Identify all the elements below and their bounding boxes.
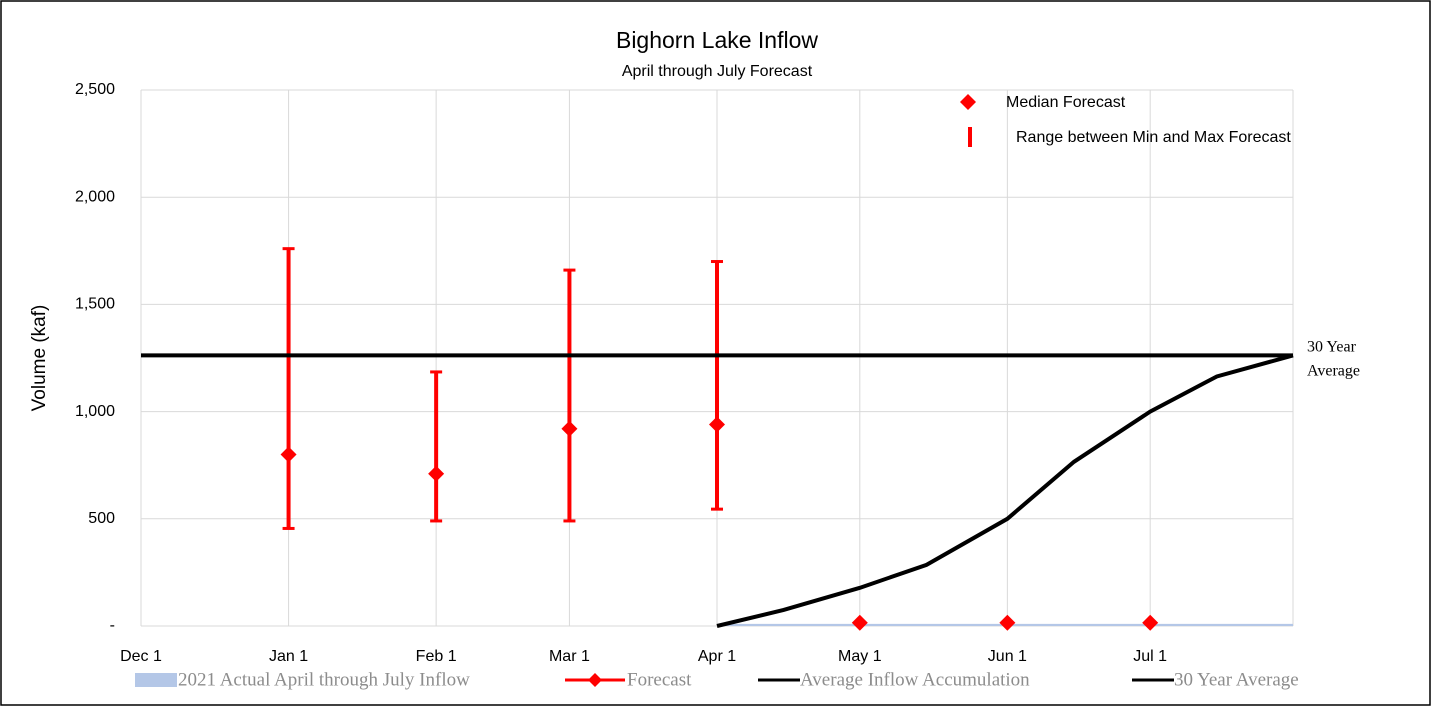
chart-subtitle: April through July Forecast xyxy=(622,63,813,80)
x-tick-label: Dec 1 xyxy=(120,648,162,665)
legend-swatch xyxy=(135,673,177,687)
x-tick-label: Apr 1 xyxy=(698,648,736,665)
forecast-marker xyxy=(561,420,578,437)
legend-label: 30 Year Average xyxy=(1174,669,1299,690)
forecast-marker xyxy=(1142,614,1159,631)
x-tick-label: Jun 1 xyxy=(988,648,1027,665)
forecast-marker xyxy=(280,446,297,463)
legend-label: 2021 Actual April through July Inflow xyxy=(178,669,470,690)
forecast-marker xyxy=(709,416,725,433)
x-tick-label: Mar 1 xyxy=(549,648,590,665)
forecast-marker xyxy=(999,614,1016,631)
legend-label: Forecast xyxy=(627,669,692,690)
y-tick-label: 1,000 xyxy=(75,403,115,420)
y-tick-label: 1,500 xyxy=(75,296,115,313)
forecast-marker xyxy=(428,465,445,482)
legend-label: Median Forecast xyxy=(1006,94,1126,111)
x-tick-label: Jul 1 xyxy=(1133,648,1167,665)
y-tick-label: 2,500 xyxy=(75,81,115,98)
y-tick-label: - xyxy=(110,617,115,634)
annotation: Average xyxy=(1307,363,1360,380)
x-tick-label: May 1 xyxy=(838,648,882,665)
forecast-marker xyxy=(851,614,868,631)
x-tick-label: Jan 1 xyxy=(269,648,308,665)
series-line xyxy=(716,353,1294,628)
legend-label: Average Inflow Accumulation xyxy=(800,669,1030,690)
legend-marker xyxy=(968,127,972,147)
y-tick-label: 500 xyxy=(88,510,115,527)
annotation: 30 Year xyxy=(1307,339,1357,356)
legend-label: Range between Min and Max Forecast xyxy=(1016,129,1291,146)
y-tick-label: 2,000 xyxy=(75,188,115,205)
x-tick-label: Feb 1 xyxy=(416,648,457,665)
chart-title: Bighorn Lake Inflow xyxy=(616,27,818,53)
legend-marker xyxy=(960,94,976,110)
y-axis-label: Volume (kaf) xyxy=(29,305,50,412)
legend-swatch xyxy=(588,673,602,687)
